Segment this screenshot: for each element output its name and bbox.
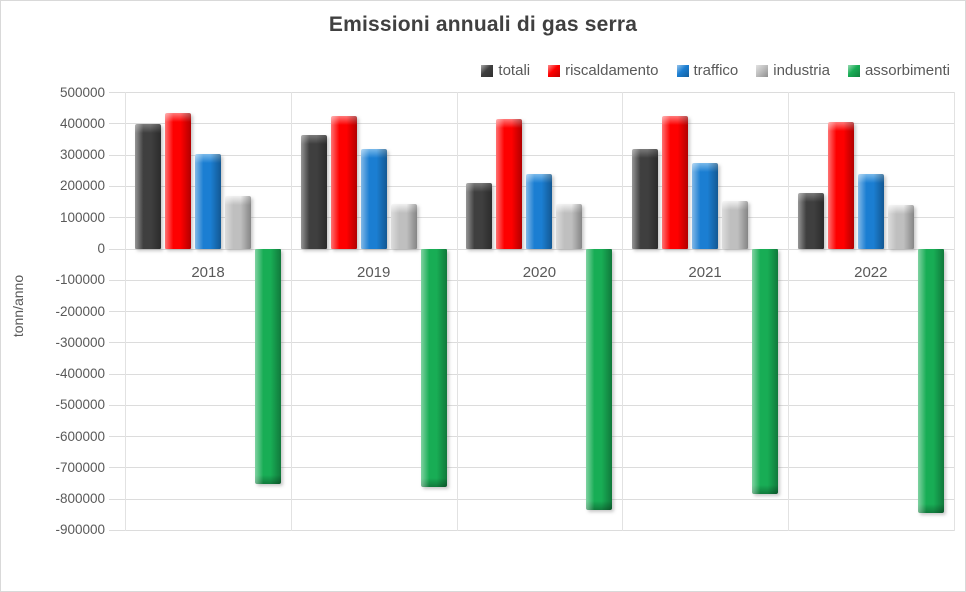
bar-totali-2022 <box>797 192 824 249</box>
y-axis-tick-label: -100000 <box>55 272 105 288</box>
x-axis-label: 2020 <box>522 264 557 281</box>
bar-industria-2018 <box>225 195 251 249</box>
y-axis-tick-label: -800000 <box>55 491 105 507</box>
legend-label: totali <box>498 62 531 79</box>
bar-industria-2019 <box>390 203 417 249</box>
chart-title: Emissioni annuali di gas serra <box>328 13 638 36</box>
bar-industria-2022 <box>887 205 914 249</box>
x-axis-label: 2022 <box>854 264 888 281</box>
gridline <box>109 498 954 500</box>
legend-item-traffico: traffico <box>676 62 739 79</box>
traffico-swatch-icon <box>676 64 689 77</box>
gridline <box>109 529 954 531</box>
y-axis-tick-label: -900000 <box>55 522 105 538</box>
gridline <box>109 311 954 313</box>
bar-riscaldamento-2018 <box>165 112 191 249</box>
gridline <box>109 342 954 344</box>
legend-item-totali: totali <box>481 62 530 79</box>
y-axis-tick-label: -300000 <box>55 334 105 350</box>
bar-assorbimenti-2021 <box>752 249 779 495</box>
bar-industria-2020 <box>556 203 583 249</box>
bar-totali-2020 <box>466 183 493 249</box>
totali-swatch-icon <box>481 64 494 77</box>
bar-traffico-2019 <box>360 148 387 249</box>
gridline <box>109 123 954 125</box>
legend-item-assorbimenti: assorbimenti <box>847 62 950 79</box>
bar-industria-2021 <box>722 200 749 249</box>
bar-assorbimenti-2019 <box>420 249 447 487</box>
gridline <box>109 154 954 156</box>
assorbimenti-swatch-icon <box>847 64 860 77</box>
legend-label: assorbimenti <box>864 62 950 79</box>
bar-traffico-2021 <box>692 163 719 249</box>
bar-totali-2021 <box>632 148 659 249</box>
y-axis-tick-label: 500000 <box>59 84 105 100</box>
bar-assorbimenti-2020 <box>586 249 613 511</box>
bar-riscaldamento-2019 <box>330 116 357 249</box>
bar-assorbimenti-2018 <box>255 249 281 484</box>
y-axis-tick-label: 300000 <box>59 147 105 163</box>
gridline <box>109 404 954 406</box>
gridline <box>109 373 954 375</box>
legend: totali riscaldamento traffico industria … <box>481 62 950 79</box>
bar-riscaldamento-2020 <box>496 119 523 249</box>
riscaldamento-swatch-icon <box>548 64 561 77</box>
y-axis-tick-label: 100000 <box>59 209 105 225</box>
x-axis-label: 2019 <box>357 264 391 281</box>
bar-traffico-2018 <box>195 153 221 249</box>
y-axis-tick-label: -400000 <box>55 366 105 382</box>
gridline <box>787 92 789 531</box>
legend-label: industria <box>773 62 830 79</box>
y-axis-tick-label: 200000 <box>59 178 105 194</box>
gridline <box>109 436 954 438</box>
y-axis-tick-label: -700000 <box>55 459 105 475</box>
bar-assorbimenti-2022 <box>917 249 944 514</box>
bar-traffico-2020 <box>526 173 553 249</box>
industria-swatch-icon <box>756 64 769 77</box>
x-axis-label: 2018 <box>191 264 225 281</box>
legend-label: riscaldamento <box>565 62 659 79</box>
gridline <box>109 279 954 281</box>
legend-item-industria: industria <box>756 62 830 79</box>
legend-item-riscaldamento: riscaldamento <box>548 62 659 79</box>
bar-totali-2018 <box>135 123 161 249</box>
bar-totali-2019 <box>300 134 327 249</box>
y-axis-tick-label: 400000 <box>59 115 105 131</box>
y-axis-tick-label: -200000 <box>55 303 105 319</box>
bar-traffico-2022 <box>857 173 884 249</box>
y-axis-tick-label: -600000 <box>55 428 105 444</box>
gridline <box>125 92 127 531</box>
gridline <box>622 92 624 531</box>
bar-riscaldamento-2021 <box>662 116 689 249</box>
gridline <box>456 92 458 531</box>
gridline <box>290 92 292 531</box>
gridline <box>109 467 954 469</box>
gridline <box>109 92 954 94</box>
y-axis-tick-label: 0 <box>97 241 105 256</box>
bar-riscaldamento-2022 <box>827 122 854 249</box>
y-axis-tick-label: -500000 <box>55 397 105 413</box>
gridline <box>109 248 954 250</box>
x-axis-label: 2021 <box>688 264 722 281</box>
legend-label: traffico <box>693 62 739 79</box>
gridline <box>953 92 955 531</box>
